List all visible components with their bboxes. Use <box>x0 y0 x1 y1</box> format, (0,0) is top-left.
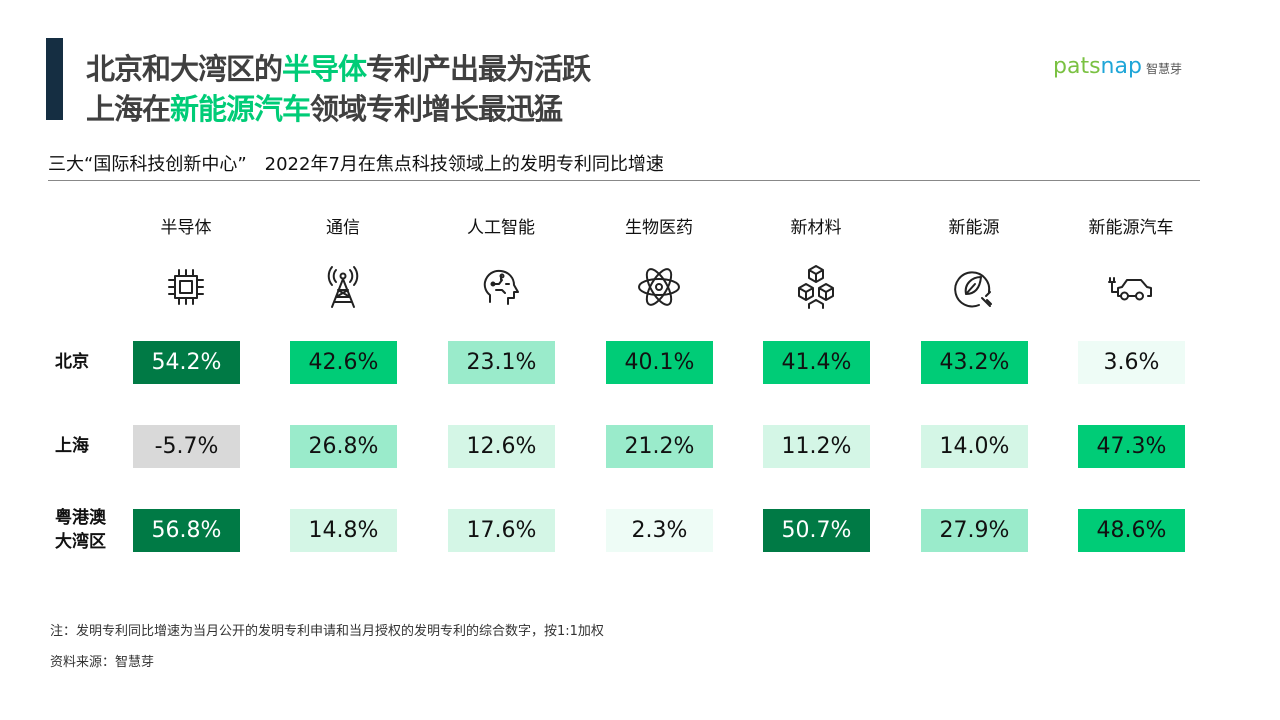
leaf-plug-icon <box>949 262 999 312</box>
heatmap-cell: 50.7% <box>763 509 870 552</box>
column-header: 通信 <box>326 218 360 238</box>
heatmap-cell: 11.2% <box>763 425 870 468</box>
signal-tower-icon <box>318 262 368 312</box>
heatmap-cell: 14.0% <box>921 425 1028 468</box>
column-header: 生物医药 <box>625 218 693 238</box>
heatmap-cell: 23.1% <box>448 341 555 384</box>
footnote: 注：发明专利同比增速为当月公开的发明专利申请和当月授权的发明专利的综合数字，按1… <box>50 624 604 639</box>
column-header: 人工智能 <box>467 218 535 238</box>
heatmap-cell: 14.8% <box>290 509 397 552</box>
title-line-2: 上海在新能源汽车领域专利增长最迅猛 <box>86 92 563 126</box>
chip-icon <box>161 262 211 312</box>
source-note: 资料来源：智慧芽 <box>50 655 155 670</box>
heatmap-cell: 41.4% <box>763 341 870 384</box>
heatmap-cell: 42.6% <box>290 341 397 384</box>
patsnap-logo: patsnap 智慧芽 <box>1053 54 1182 79</box>
divider <box>48 180 1200 181</box>
heatmap-cell: 12.6% <box>448 425 555 468</box>
row-label: 粤港澳 大湾区 <box>55 508 106 552</box>
heatmap-cell: 2.3% <box>606 509 713 552</box>
chart-subtitle: 三大“国际科技创新中心” 2022年7月在焦点科技领域上的发明专利同比增速 <box>48 154 664 175</box>
atom-icon <box>634 262 684 312</box>
heatmap-cell: 26.8% <box>290 425 397 468</box>
column-header: 新能源汽车 <box>1088 218 1174 238</box>
heatmap-cell: 17.6% <box>448 509 555 552</box>
column-header: 新能源 <box>948 218 1000 238</box>
heatmap-cell: 48.6% <box>1078 509 1185 552</box>
heatmap-cell: 56.8% <box>133 509 240 552</box>
row-label: 北京 <box>55 352 89 372</box>
column-header: 半导体 <box>160 218 212 238</box>
ai-head-icon <box>476 262 526 312</box>
heatmap-cell: 47.3% <box>1078 425 1185 468</box>
heatmap-cell: 40.1% <box>606 341 713 384</box>
title-line-1: 北京和大湾区的半导体专利产出最为活跃 <box>86 52 591 86</box>
column-header: 新材料 <box>790 218 842 238</box>
title-accent-bar <box>46 38 63 120</box>
heatmap-cell: 3.6% <box>1078 341 1185 384</box>
heatmap-cell: 54.2% <box>133 341 240 384</box>
electric-car-icon <box>1106 262 1156 312</box>
cubes-icon <box>791 262 841 312</box>
row-label: 上海 <box>55 436 89 456</box>
heatmap-cell: 27.9% <box>921 509 1028 552</box>
heatmap-cell: 21.2% <box>606 425 713 468</box>
heatmap-cell: -5.7% <box>133 425 240 468</box>
heatmap-cell: 43.2% <box>921 341 1028 384</box>
